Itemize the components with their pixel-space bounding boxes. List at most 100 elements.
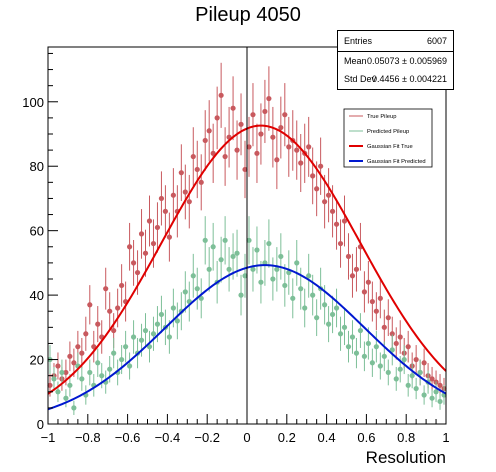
data-point	[126, 363, 133, 369]
data-point	[174, 318, 180, 324]
stats-entries-label: Entries	[344, 36, 373, 46]
data-point	[107, 366, 113, 372]
legend: True Pileup Predicted Pileup Gaussian Fit …	[343, 108, 433, 168]
data-point	[298, 160, 304, 166]
data-point	[266, 95, 272, 102]
data-point	[405, 382, 411, 388]
legend-entry: Gaussian Fit Predicted	[367, 159, 426, 165]
data-point	[91, 344, 97, 350]
x-axis-label: Resolution	[366, 448, 446, 467]
legend-box	[343, 108, 433, 168]
data-point	[190, 273, 196, 279]
data-point	[353, 266, 360, 272]
data-point	[206, 128, 212, 134]
data-point	[250, 266, 256, 272]
data-point	[318, 163, 324, 169]
data-point	[218, 257, 224, 263]
legend-entry: True Pileup	[367, 114, 396, 120]
data-point	[47, 382, 53, 388]
y-tick-label: 80	[30, 159, 44, 174]
data-point	[314, 315, 320, 321]
data-point	[294, 260, 300, 266]
data-point	[59, 369, 65, 376]
data-point	[322, 302, 328, 308]
data-point	[202, 137, 208, 144]
stats-entries-row: Entries 6007	[338, 33, 453, 51]
chart-title: Pileup 4050	[195, 4, 301, 26]
stats-divider	[338, 51, 453, 52]
data-point	[242, 166, 248, 173]
data-point	[437, 398, 443, 405]
data-point	[138, 231, 145, 237]
data-point	[282, 282, 288, 289]
data-point	[393, 340, 399, 347]
data-point	[214, 115, 220, 121]
x-tick-label: 0	[243, 430, 250, 445]
x-tick-label: 0.2	[278, 430, 296, 445]
data-point	[389, 347, 395, 353]
data-point	[170, 192, 176, 198]
x-axis: −1 −0.8 −0.6 −0.4 −0.2 0 0.2 0.4 0.6 0.8 1	[41, 414, 450, 445]
data-point	[262, 108, 268, 115]
data-point	[405, 344, 411, 350]
data-point	[150, 331, 157, 337]
stats-mean-value: 0.05073 ± 0.005969	[366, 56, 447, 66]
data-point	[87, 369, 93, 376]
data-point	[119, 282, 125, 289]
data-point	[433, 389, 439, 395]
data-point	[357, 327, 364, 334]
data-point	[310, 173, 316, 179]
data-point	[67, 353, 73, 359]
data-point	[142, 250, 149, 256]
data-point	[349, 334, 356, 340]
data-point	[83, 331, 89, 337]
data-point	[158, 311, 165, 318]
stats-mean-label: Mean	[344, 56, 367, 66]
data-point	[250, 112, 256, 118]
data-point	[79, 350, 85, 356]
data-point	[361, 289, 368, 295]
data-point	[63, 395, 69, 401]
legend-entry: Predicted Pileup	[367, 129, 409, 135]
data-point	[397, 334, 403, 340]
x-tick-label: −0.4	[155, 430, 181, 445]
data-point	[55, 363, 61, 369]
data-point	[206, 266, 212, 272]
data-point	[278, 124, 284, 131]
data-point	[190, 153, 196, 160]
data-point	[302, 305, 308, 311]
data-point	[230, 105, 236, 111]
data-point	[138, 337, 145, 343]
x-tick-label: −1	[41, 430, 56, 445]
data-point	[325, 321, 332, 327]
data-point	[333, 221, 340, 227]
data-point	[202, 237, 208, 243]
data-point	[286, 269, 292, 276]
data-point	[329, 311, 336, 318]
data-point	[130, 334, 137, 340]
data-point	[337, 240, 344, 247]
data-point	[369, 360, 375, 366]
data-point	[270, 134, 276, 140]
data-point	[182, 289, 188, 295]
data-point	[254, 150, 260, 156]
data-point	[119, 356, 125, 363]
data-point	[126, 244, 133, 250]
x-tick-label: −0.2	[194, 430, 220, 445]
data-point	[373, 344, 379, 350]
data-point	[103, 286, 109, 292]
x-tick-label: 1	[442, 430, 449, 445]
data-point	[166, 334, 172, 340]
data-point	[154, 224, 161, 231]
data-point	[107, 308, 113, 314]
data-point	[111, 350, 117, 356]
data-point	[397, 366, 403, 372]
data-point	[99, 373, 105, 379]
data-point	[186, 199, 192, 205]
data-point	[170, 305, 176, 311]
data-point	[134, 269, 141, 276]
data-point	[306, 144, 312, 150]
data-point	[270, 276, 276, 282]
data-point	[341, 218, 348, 224]
